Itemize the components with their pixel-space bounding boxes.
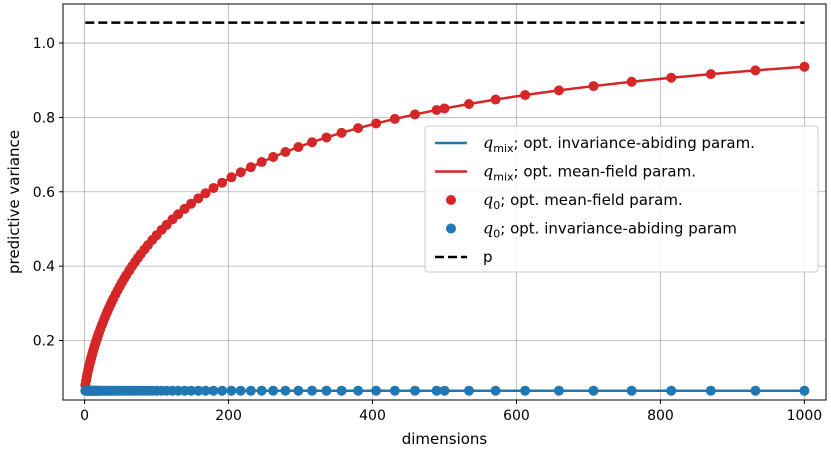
legend-entry-label: qmix; opt. mean-field param.	[483, 162, 696, 184]
y-tick-label: 0.4	[33, 259, 55, 275]
data-point	[193, 193, 204, 204]
data-point	[409, 385, 420, 396]
data-point	[193, 385, 204, 396]
data-point	[293, 385, 304, 396]
legend-entry-label: p	[483, 248, 493, 266]
data-point	[353, 385, 364, 396]
data-point	[409, 109, 420, 120]
data-point	[371, 385, 382, 396]
data-point	[280, 146, 291, 157]
data-point	[520, 385, 531, 396]
data-point	[235, 167, 246, 178]
data-point	[439, 385, 450, 396]
ticks: 0 200 400 600 800 1000 0.2 0.4 0.6 0.8 1.0	[33, 36, 822, 424]
series-layer	[80, 21, 810, 396]
data-point	[186, 198, 197, 209]
data-point	[200, 188, 211, 199]
data-point	[353, 123, 364, 134]
plot-frame	[62, 3, 827, 401]
data-point	[553, 385, 564, 396]
data-point	[226, 172, 237, 183]
data-point	[217, 385, 228, 396]
data-point	[463, 385, 474, 396]
data-point	[307, 137, 318, 148]
data-point	[293, 142, 304, 153]
data-point	[226, 385, 237, 396]
data-point	[431, 105, 442, 115]
legend-handle-marker	[446, 195, 456, 205]
data-point	[321, 385, 332, 396]
data-point	[307, 385, 318, 396]
data-point	[208, 385, 219, 396]
x-axis-label: dimensions	[402, 430, 488, 448]
data-point	[321, 132, 332, 143]
data-point	[256, 157, 267, 168]
data-point	[750, 385, 761, 396]
x-tick-label: 400	[359, 408, 386, 424]
x-tick-label: 1000	[787, 408, 823, 424]
y-tick-label: 0.8	[33, 110, 55, 126]
data-point	[439, 103, 450, 114]
data-point	[705, 385, 716, 396]
y-tick-label: 1.0	[33, 36, 55, 52]
x-tick-label: 800	[647, 408, 674, 424]
legend-entry-label: q0; opt. mean-field param.	[483, 190, 683, 212]
data-point	[268, 385, 279, 396]
y-axis-label: predictive variance	[5, 130, 23, 274]
data-point	[626, 76, 637, 87]
x-tick-label: 0	[80, 408, 89, 424]
data-point	[520, 90, 531, 101]
data-point	[389, 385, 400, 396]
data-point	[626, 385, 637, 396]
legend: qmix; opt. invariance-abiding param. qmix…	[424, 125, 819, 273]
data-point	[490, 94, 501, 105]
data-point	[268, 151, 279, 162]
data-point	[463, 98, 474, 109]
legend-handle-marker	[446, 223, 456, 234]
legend-box	[424, 125, 819, 273]
data-point	[245, 162, 256, 173]
data-point	[431, 385, 442, 396]
data-point	[666, 72, 677, 83]
data-point	[208, 183, 219, 194]
data-point	[799, 385, 810, 396]
legend-entry-label: q0; opt. invariance-abiding param	[483, 219, 737, 241]
data-point	[799, 61, 810, 72]
data-point	[588, 385, 599, 396]
data-point	[280, 385, 291, 396]
data-point	[750, 65, 761, 76]
data-point	[666, 385, 677, 396]
data-point	[336, 385, 347, 396]
data-point	[186, 385, 197, 396]
data-point	[389, 113, 400, 124]
x-tick-label: 200	[215, 408, 242, 424]
x-tick-label: 600	[503, 408, 530, 424]
data-point	[588, 81, 599, 92]
data-point	[245, 385, 256, 396]
data-point	[371, 118, 382, 129]
data-point	[217, 177, 228, 188]
data-point	[235, 385, 246, 396]
data-point	[705, 69, 716, 80]
legend-entry-label: qmix; opt. invariance-abiding param.	[483, 133, 755, 155]
data-point	[256, 385, 267, 396]
y-tick-label: 0.6	[33, 185, 55, 201]
y-tick-label: 0.2	[33, 334, 55, 350]
data-point	[200, 385, 211, 396]
data-point	[490, 385, 501, 396]
data-point	[336, 127, 347, 138]
data-point	[553, 85, 564, 96]
